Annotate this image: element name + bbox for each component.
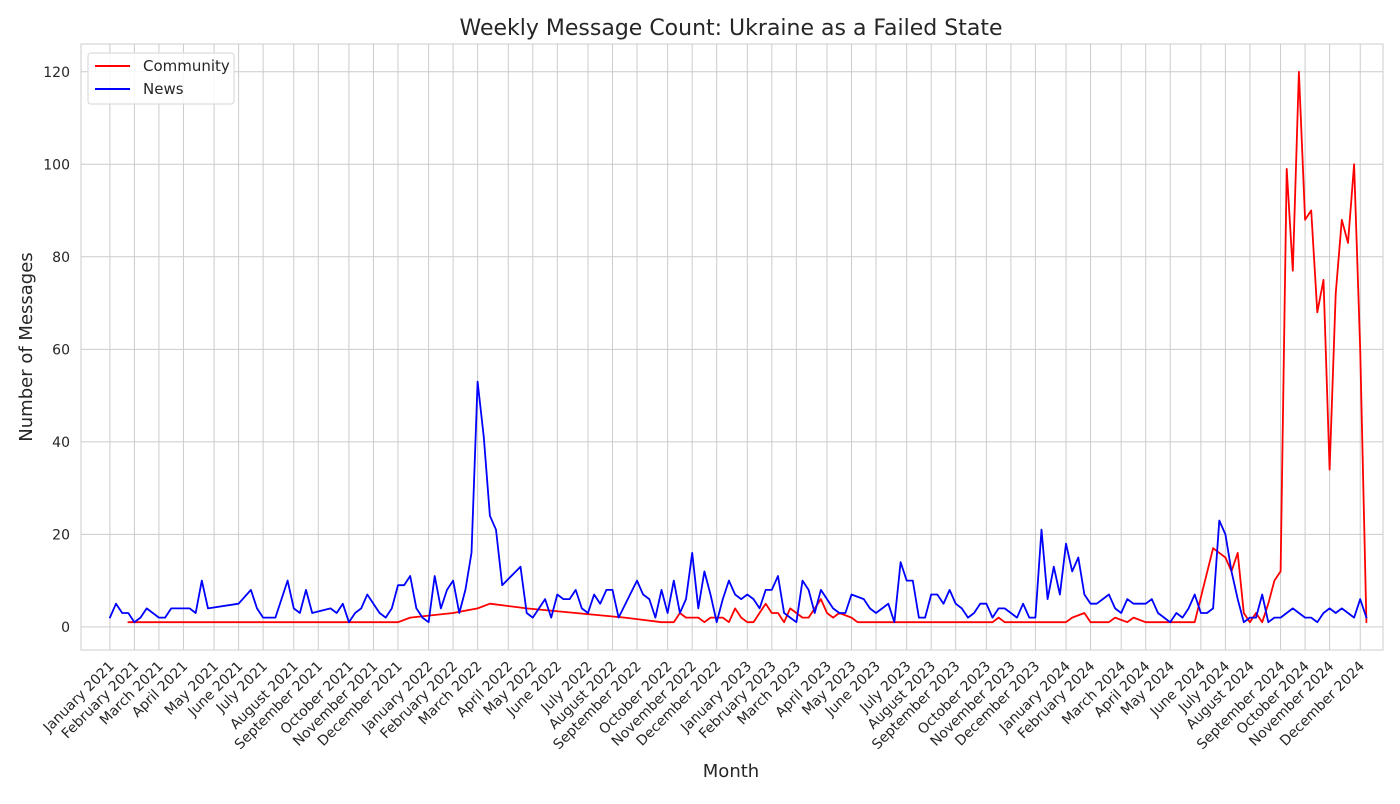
y-tick-label: 100 bbox=[43, 157, 70, 173]
plot-frame bbox=[80, 43, 1384, 651]
legend-label-news: News bbox=[143, 80, 184, 98]
series-line-news bbox=[109, 380, 1368, 624]
legend-label-community: Community bbox=[143, 57, 230, 75]
y-tick-label: 0 bbox=[61, 620, 70, 636]
series-line-community bbox=[127, 70, 1368, 624]
series-lines bbox=[109, 70, 1368, 624]
y-axis-ticks: 0 20 40 60 80 100 120 bbox=[43, 65, 70, 636]
y-tick-label: 60 bbox=[52, 342, 70, 358]
chart-title: Weekly Message Count: Ukraine as a Faile… bbox=[460, 16, 1003, 41]
y-tick-label: 80 bbox=[52, 250, 70, 266]
y-tick-label: 20 bbox=[52, 527, 70, 543]
y-tick-label: 120 bbox=[43, 65, 70, 81]
legend: Community News bbox=[87, 52, 235, 105]
x-axis-label: Month bbox=[703, 761, 759, 782]
y-axis-label: Number of Messages bbox=[16, 252, 37, 441]
y-tick-label: 40 bbox=[52, 435, 70, 451]
